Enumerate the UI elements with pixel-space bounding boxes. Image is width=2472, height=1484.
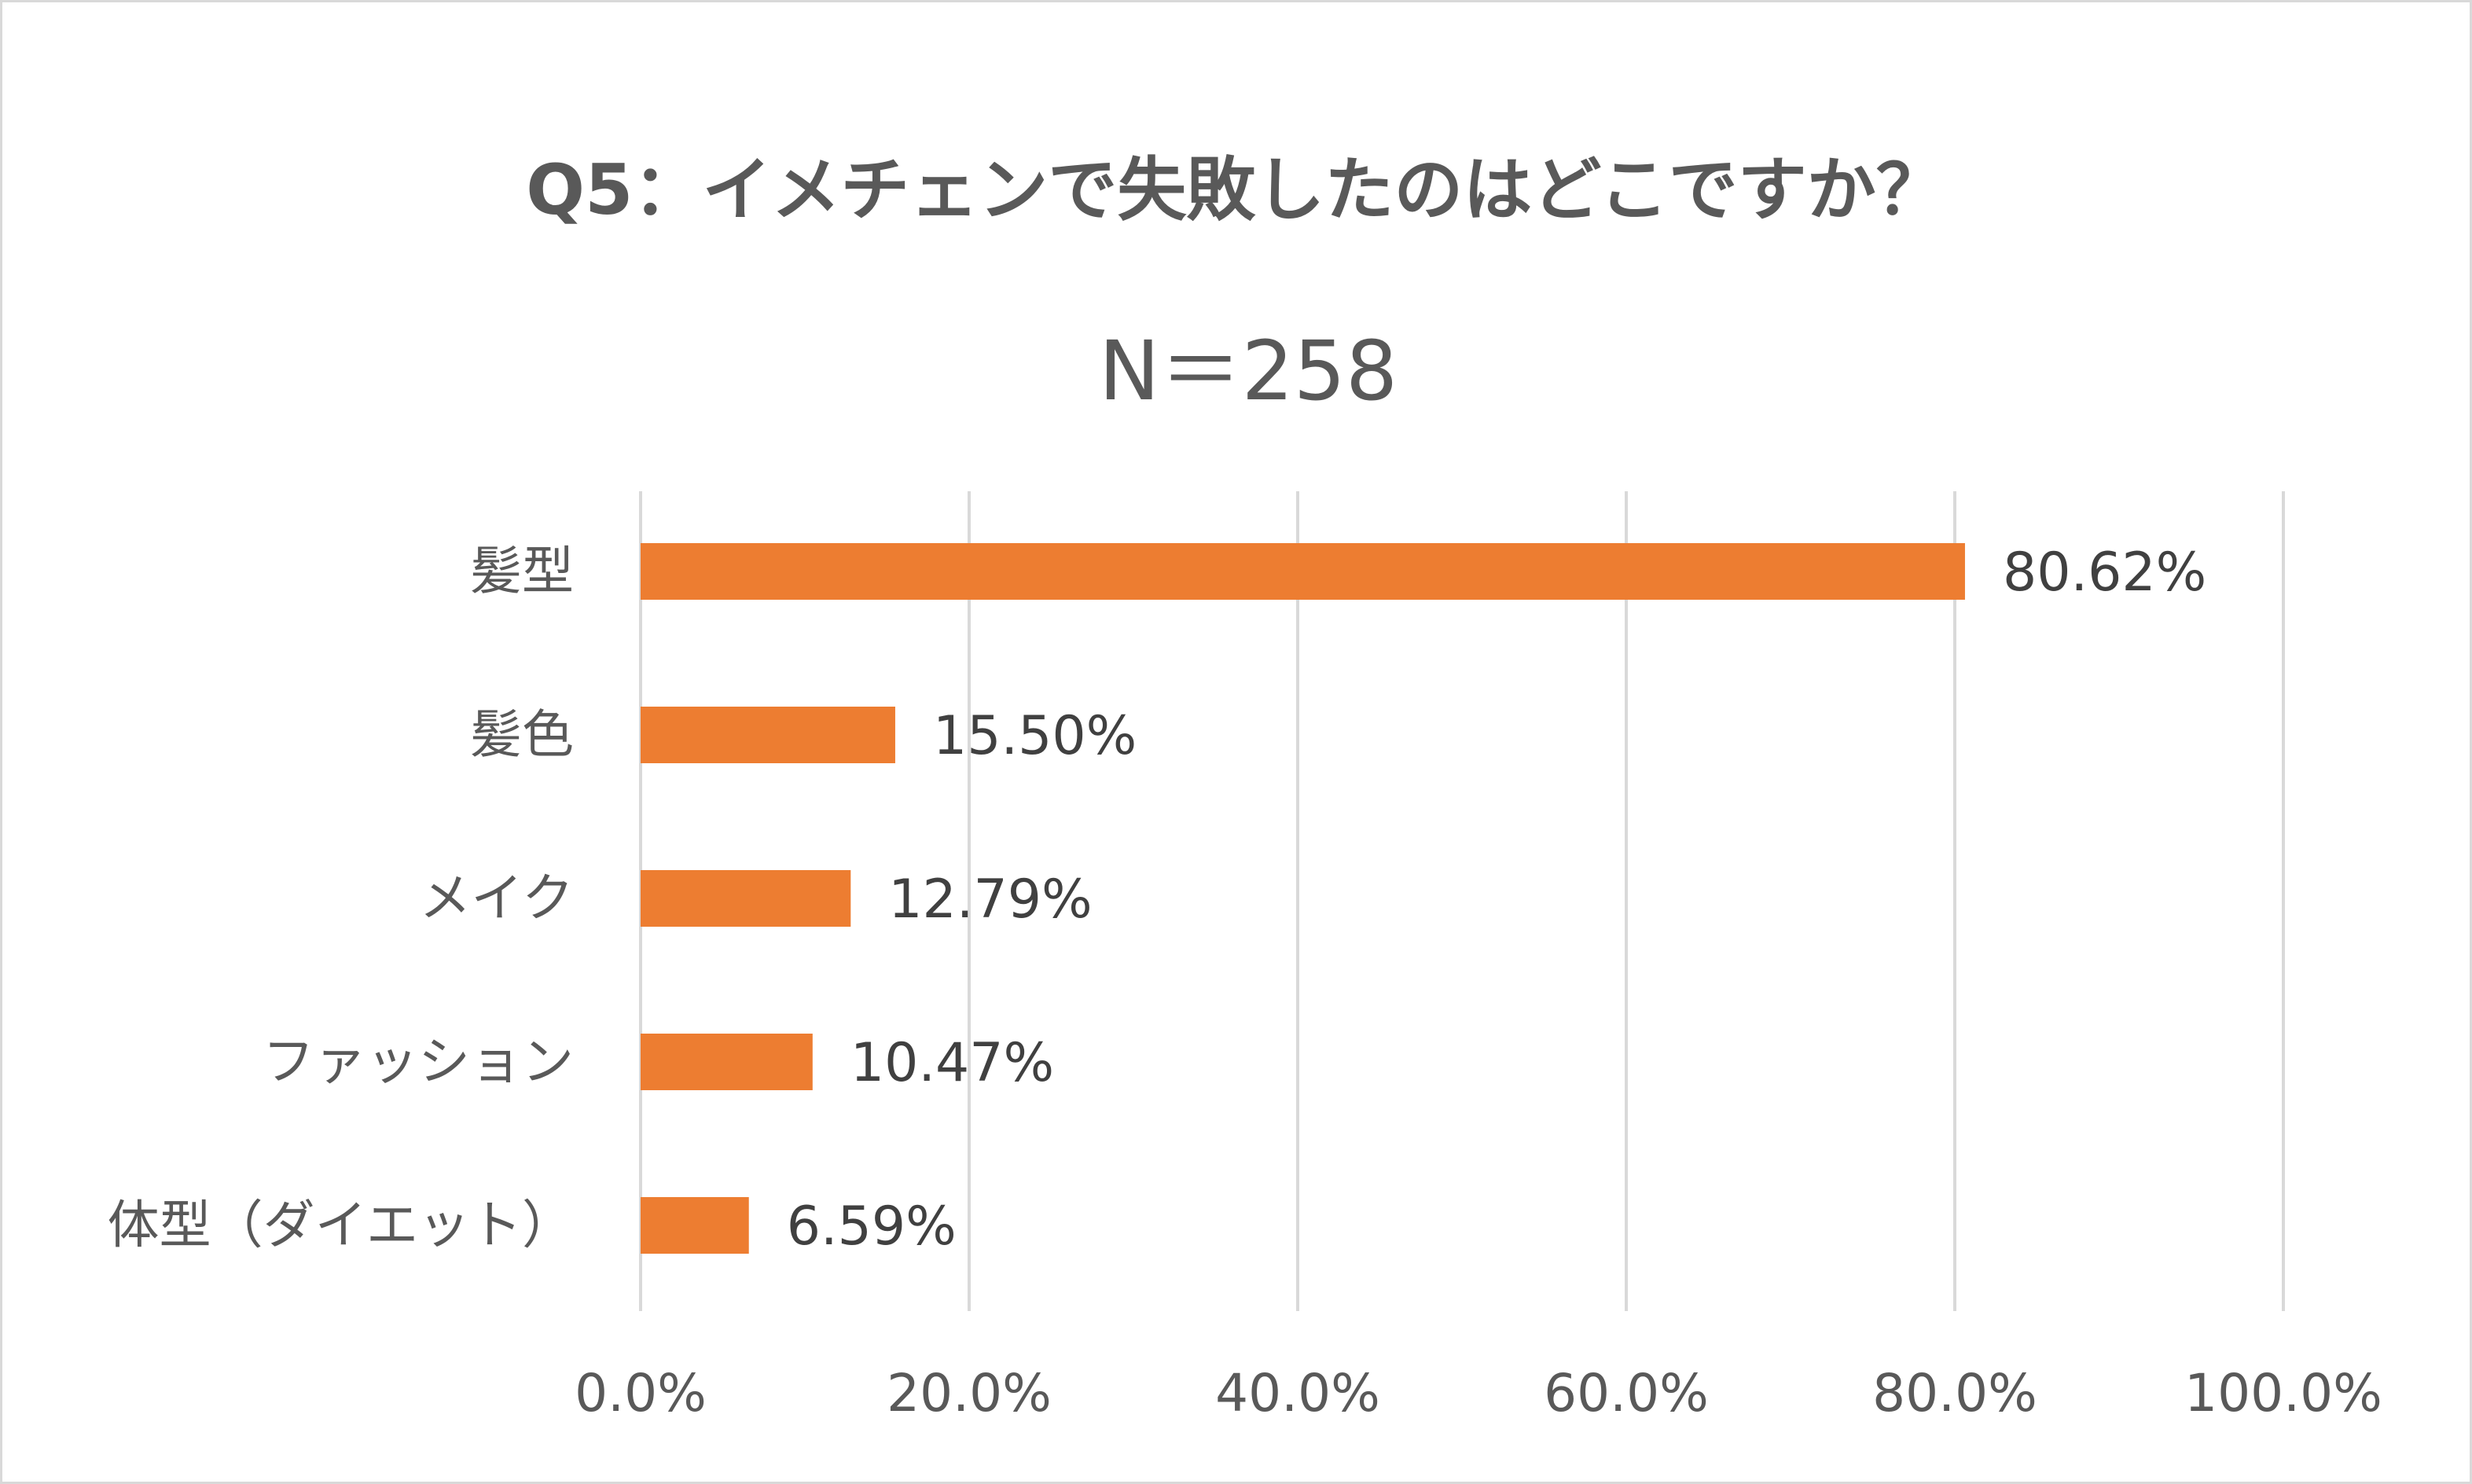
data-label: 12.79% <box>888 869 1092 931</box>
data-label: 80.62% <box>2003 542 2206 604</box>
bar <box>641 1197 749 1254</box>
chart-title: Q5：イメチェンで失敗したのはどこですか？ <box>526 149 1945 230</box>
x-tick-label: 60.0% <box>1544 1363 1709 1423</box>
x-tick-label: 0.0% <box>575 1363 707 1423</box>
labels: 0.0% 20.0% 40.0% 60.0% 80.0% 100.0% 髪型 80.62% 髪色… <box>108 541 2382 1423</box>
category-label: ファッション <box>263 1031 574 1092</box>
data-label: 10.47% <box>850 1032 1054 1094</box>
bar <box>641 870 851 927</box>
category-label: 体型（ダイエット） <box>108 1195 574 1255</box>
category-label: メイク <box>419 868 574 928</box>
data-label: 15.50% <box>933 705 1137 767</box>
x-tick-label: 80.0% <box>1872 1363 2037 1423</box>
x-tick-label: 40.0% <box>1215 1363 1380 1423</box>
gridlines <box>639 491 2285 1311</box>
category-label: 髪型 <box>470 541 574 601</box>
chart-subtitle: N＝258 <box>1099 323 1398 419</box>
bar <box>641 1034 813 1090</box>
bar <box>641 707 895 763</box>
category-label: 髪色 <box>470 704 574 765</box>
bar <box>641 543 1965 600</box>
data-label: 6.59% <box>787 1196 957 1258</box>
x-tick-label: 20.0% <box>887 1363 1052 1423</box>
x-tick-label: 100.0% <box>2184 1363 2382 1423</box>
bars <box>641 543 1965 1254</box>
